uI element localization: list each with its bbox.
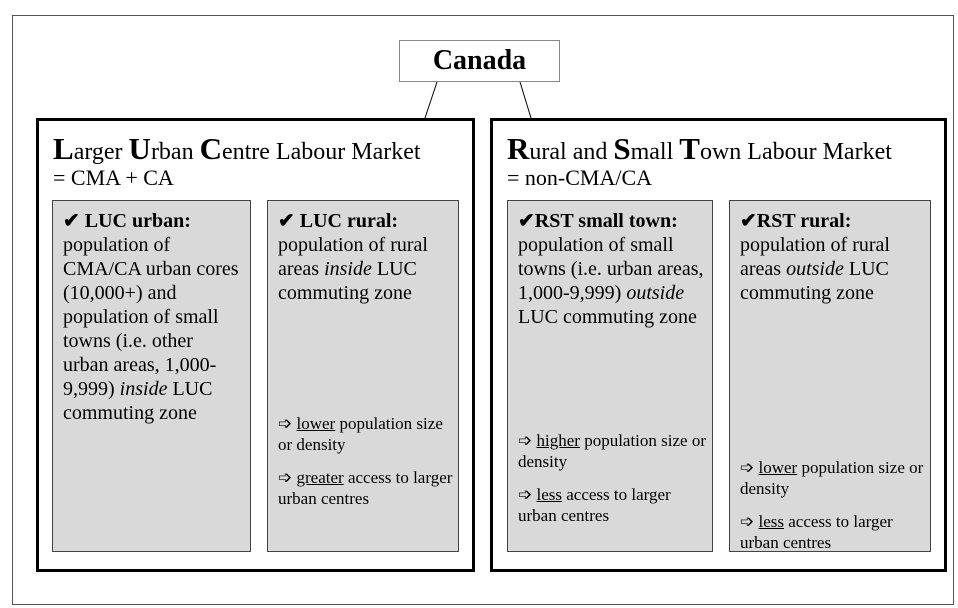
text-run: LUC commuting zone [518, 306, 697, 328]
trait-list: ➩ higher population size or density ➩ les… [518, 430, 708, 538]
text-run: rban [150, 139, 200, 165]
trait-list: ➩ lower population size or density ➩ less… [740, 457, 926, 565]
panel-subtitle: = CMA + CA [53, 165, 174, 190]
zone-heading: ✔RST small town: [518, 210, 678, 232]
text-run: ➩ [518, 431, 537, 450]
trait: ➩ lower population size or density [278, 413, 454, 455]
zone-box: ✔RST rural: population of rural areas out… [729, 200, 931, 552]
frame [12, 15, 954, 605]
text-run: lower [758, 458, 798, 477]
panel-title: Larger Urban Centre Labour Market [53, 133, 421, 166]
text-run: own Labour Market [699, 139, 892, 165]
text-run: less [758, 512, 785, 531]
text-run: outside [626, 282, 685, 304]
text-run: population size or density [740, 458, 924, 498]
text-run: higher [536, 431, 580, 450]
text-run: R [507, 131, 530, 166]
text-run: LUC commuting zone [278, 258, 417, 304]
zone-box: ✔ LUC rural: population of rural areas in… [267, 200, 459, 552]
text-run: C [199, 131, 222, 166]
text-run: less [536, 485, 563, 504]
panel-title: Rural and Small Town Labour Market [507, 133, 892, 166]
text-run: access to larger urban centres [740, 512, 893, 552]
text-run: ➩ [740, 458, 759, 477]
text-run: population size or density [278, 414, 443, 454]
zone-description: population of rural areas outside LUC co… [740, 233, 922, 305]
text-run: LUC commuting zone [63, 378, 213, 424]
text-run: population of rural areas [740, 234, 890, 280]
connector [424, 81, 438, 119]
trait: ➩ higher population size or density [518, 430, 708, 472]
text-run: ➩ [278, 414, 297, 433]
text-run: arger [73, 139, 129, 165]
text-run: access to larger urban centres [518, 485, 671, 525]
text-run: ➩ [278, 468, 297, 487]
text-run: inside [324, 258, 372, 280]
text-run: population size or density [518, 431, 706, 471]
text-run: access to larger urban centres [278, 468, 453, 508]
zone-box: ✔RST small town: population of small town… [507, 200, 713, 552]
zone-box: ✔ LUC urban: population of CMA/CA urban c… [52, 200, 251, 552]
zone-description: population of rural areas inside LUC com… [278, 233, 450, 305]
text-run: greater [296, 468, 344, 487]
market-panel: Rural and Small Town Labour Market = non-… [490, 118, 947, 572]
text-run: U [128, 131, 151, 166]
root-node: Canada [399, 40, 560, 82]
zone-heading: ✔ LUC rural: [278, 210, 399, 232]
zone-heading: ✔ LUC urban: [63, 210, 191, 232]
text-run: ➩ [518, 485, 537, 504]
trait: ➩ less access to larger urban centres [740, 511, 926, 553]
trait: ➩ greater access to larger urban centres [278, 467, 454, 509]
text-run: mall [630, 139, 680, 165]
panel-subtitle: = non-CMA/CA [507, 165, 653, 190]
text-run: ➩ [740, 512, 759, 531]
text-run: population of rural areas [278, 234, 428, 280]
trait: ➩ lower population size or density [740, 457, 926, 499]
connector [519, 81, 532, 119]
market-panel: Larger Urban Centre Labour Market = CMA +… [36, 118, 475, 572]
zone-description: population of CMA/CA urban cores (10,000… [63, 233, 242, 425]
text-run: ural and [529, 139, 614, 165]
text-run: entre Labour Market [221, 139, 421, 165]
trait-list: ➩ lower population size or density ➩ grea… [278, 413, 454, 521]
text-run: S [613, 131, 631, 166]
text-run: L [53, 131, 74, 166]
text-run: population of CMA/CA urban cores (10,000… [63, 234, 239, 400]
zone-description: population of small towns (i.e. urban ar… [518, 233, 704, 329]
text-run: lower [296, 414, 336, 433]
zone-heading: ✔RST rural: [740, 210, 852, 232]
text-run: LUC commuting zone [740, 258, 889, 304]
text-run: T [679, 131, 700, 166]
text-run: inside [119, 378, 168, 400]
text-run: population of small towns (i.e. urban ar… [518, 234, 704, 304]
trait: ➩ less access to larger urban centres [518, 484, 708, 526]
text-run: outside [786, 258, 844, 280]
